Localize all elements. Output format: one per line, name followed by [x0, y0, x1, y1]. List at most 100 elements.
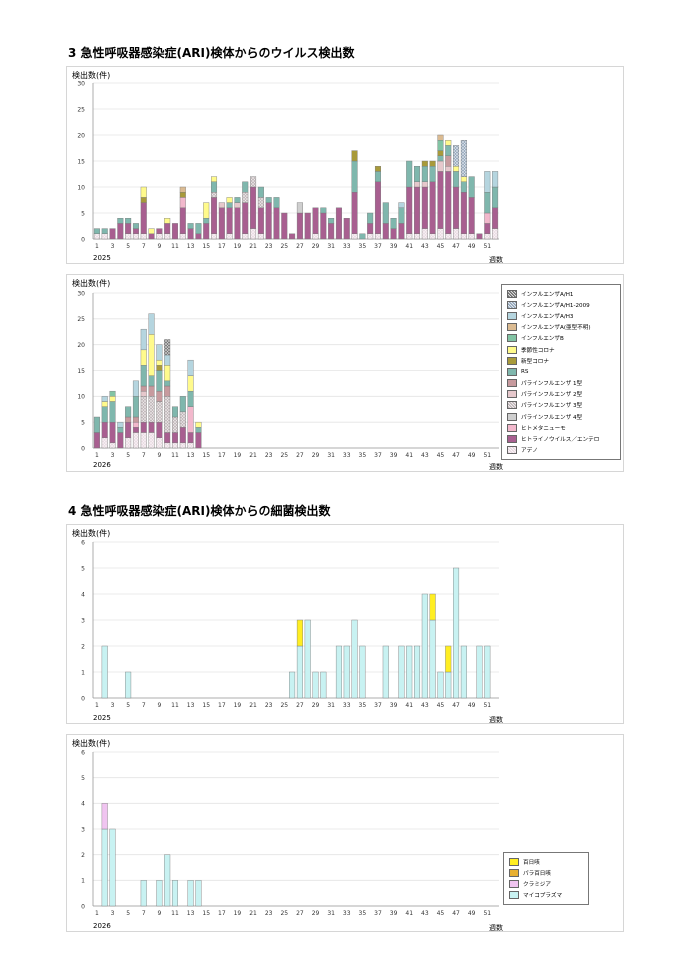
- bar-segment-adeno: [93, 233, 100, 240]
- bar-segment-covid: [148, 334, 155, 376]
- x-tick-label: 49: [468, 702, 476, 709]
- bar-segment-mycoplasma: [125, 671, 132, 699]
- year-label: 2026: [93, 922, 111, 930]
- bar-segment-adeno: [351, 233, 358, 240]
- bar-segment-rs: [101, 228, 108, 235]
- y-tick-label: 30: [77, 80, 85, 87]
- bar-segment-adeno: [125, 233, 132, 240]
- bar-segment-covid: [109, 396, 116, 402]
- bar-segment-rhino: [390, 228, 397, 240]
- bar-segment-para1: [132, 416, 139, 423]
- bar-segment-rs: [195, 223, 202, 234]
- bar-segment-para2: [421, 181, 428, 188]
- bar-segment-covid: [453, 165, 460, 172]
- y-tick-label: 25: [77, 316, 85, 323]
- bar-segment-para1: [164, 385, 171, 397]
- bar-segment-rs: [367, 212, 374, 224]
- virus-legend: インフルエンザA/H1 インフルエンザA/H1-2009 インフルエンザA/H3 イン…: [501, 284, 621, 460]
- bar-segment-rhino: [179, 427, 186, 444]
- x-tick-label: 3: [111, 910, 115, 917]
- bar-segment-para2: [414, 181, 421, 188]
- bar-segment-rs: [203, 217, 210, 224]
- legend-item: アデノ: [507, 445, 615, 456]
- x-tick-label: 29: [312, 910, 320, 917]
- x-tick-label: 25: [280, 452, 288, 459]
- x-tick-label: 49: [468, 910, 476, 917]
- bar-segment-rhino: [289, 233, 296, 240]
- legend-item: インフルエンザA/H1-2009: [507, 299, 615, 310]
- x-tick-label: 15: [202, 243, 210, 250]
- bar-segment-hmpv_new: [429, 160, 436, 167]
- y-tick-label: 10: [77, 394, 85, 401]
- bar-segment-A_H3: [117, 421, 124, 428]
- legend-label: ヒトメタニューモ: [521, 425, 566, 432]
- bar-segment-mycoplasma: [140, 880, 147, 907]
- bar-segment-A_H3: [132, 380, 139, 397]
- bar-segment-A_H1_2009: [453, 145, 460, 167]
- bar-segment-mycoplasma: [476, 645, 483, 699]
- bar-segment-rhino: [351, 191, 358, 234]
- bar-segment-rs: [445, 145, 452, 157]
- bar-segment-rs: [132, 223, 139, 229]
- bar-segment-covid: [140, 349, 147, 366]
- x-tick-label: 11: [171, 910, 179, 917]
- legend-item: ヒトメタニューモ: [507, 422, 615, 433]
- legend-swatch: [507, 390, 517, 399]
- bar-segment-rhino: [273, 207, 280, 240]
- bar-segment-hmpv_new: [140, 197, 147, 203]
- bar-segment-rs: [374, 171, 381, 183]
- legend-label: 季節性コロナ: [521, 347, 555, 354]
- bar-segment-A_H1_2009: [460, 139, 467, 177]
- x-tick-label: 41: [405, 452, 413, 459]
- x-tick-label: 21: [249, 243, 257, 250]
- bar-segment-para3: [171, 416, 178, 433]
- y-tick-label: 3: [81, 826, 85, 833]
- bar-segment-adeno: [226, 233, 233, 240]
- bar-segment-adeno: [257, 233, 264, 240]
- x-tick-label: 25: [280, 910, 288, 917]
- bar-segment-rs: [437, 155, 444, 162]
- bar-segment-metapneumo: [179, 197, 186, 208]
- bar-segment-rs: [125, 406, 132, 418]
- bar-segment-rs: [328, 217, 335, 224]
- bar-segment-rhino: [148, 233, 155, 240]
- bar-segment-rs: [234, 197, 241, 203]
- bar-segment-covid: [226, 197, 233, 203]
- bar-segment-adeno: [164, 442, 171, 449]
- bar-segment-mycoplasma: [398, 645, 405, 699]
- bar-segment-A_H3: [398, 202, 405, 209]
- bar-segment-mycoplasma: [171, 880, 178, 907]
- x-tick-label: 23: [265, 243, 273, 250]
- bar-segment-adeno: [101, 437, 108, 449]
- x-tick-label: 41: [405, 243, 413, 250]
- bar-segment-rhino: [195, 432, 202, 449]
- bar-segment-mycoplasma: [320, 671, 327, 699]
- bar-segment-mycoplasma: [164, 854, 171, 907]
- x-tick-label: 9: [157, 243, 161, 250]
- legend-label: マイコプラズマ: [523, 893, 563, 900]
- bar-segment-rs: [187, 390, 194, 407]
- legend-swatch: [507, 401, 517, 410]
- week-unit-label: 週数: [489, 716, 503, 724]
- bar-segment-adeno: [156, 437, 163, 449]
- bar-segment-para1: [148, 385, 155, 397]
- bar-segment-adeno: [484, 233, 491, 240]
- year-label: 2026: [93, 461, 111, 469]
- bar-segment-mycoplasma: [359, 645, 366, 699]
- x-tick-label: 37: [374, 243, 382, 250]
- x-tick-label: 5: [126, 702, 130, 709]
- legend-swatch: [509, 868, 519, 877]
- bar-segment-rhino: [195, 233, 202, 240]
- bar-segment-adeno: [421, 228, 428, 240]
- bar-segment-rs: [359, 233, 366, 240]
- x-tick-label: 51: [483, 910, 491, 917]
- bar-segment-para1: [156, 390, 163, 402]
- legend-item: マイコプラズマ: [509, 890, 583, 901]
- bar-segment-rhino: [109, 421, 116, 444]
- bar-segment-rs: [109, 401, 116, 423]
- bar-segment-rs: [390, 217, 397, 229]
- x-tick-label: 35: [359, 243, 367, 250]
- y-tick-label: 0: [81, 903, 85, 910]
- x-tick-label: 9: [157, 910, 161, 917]
